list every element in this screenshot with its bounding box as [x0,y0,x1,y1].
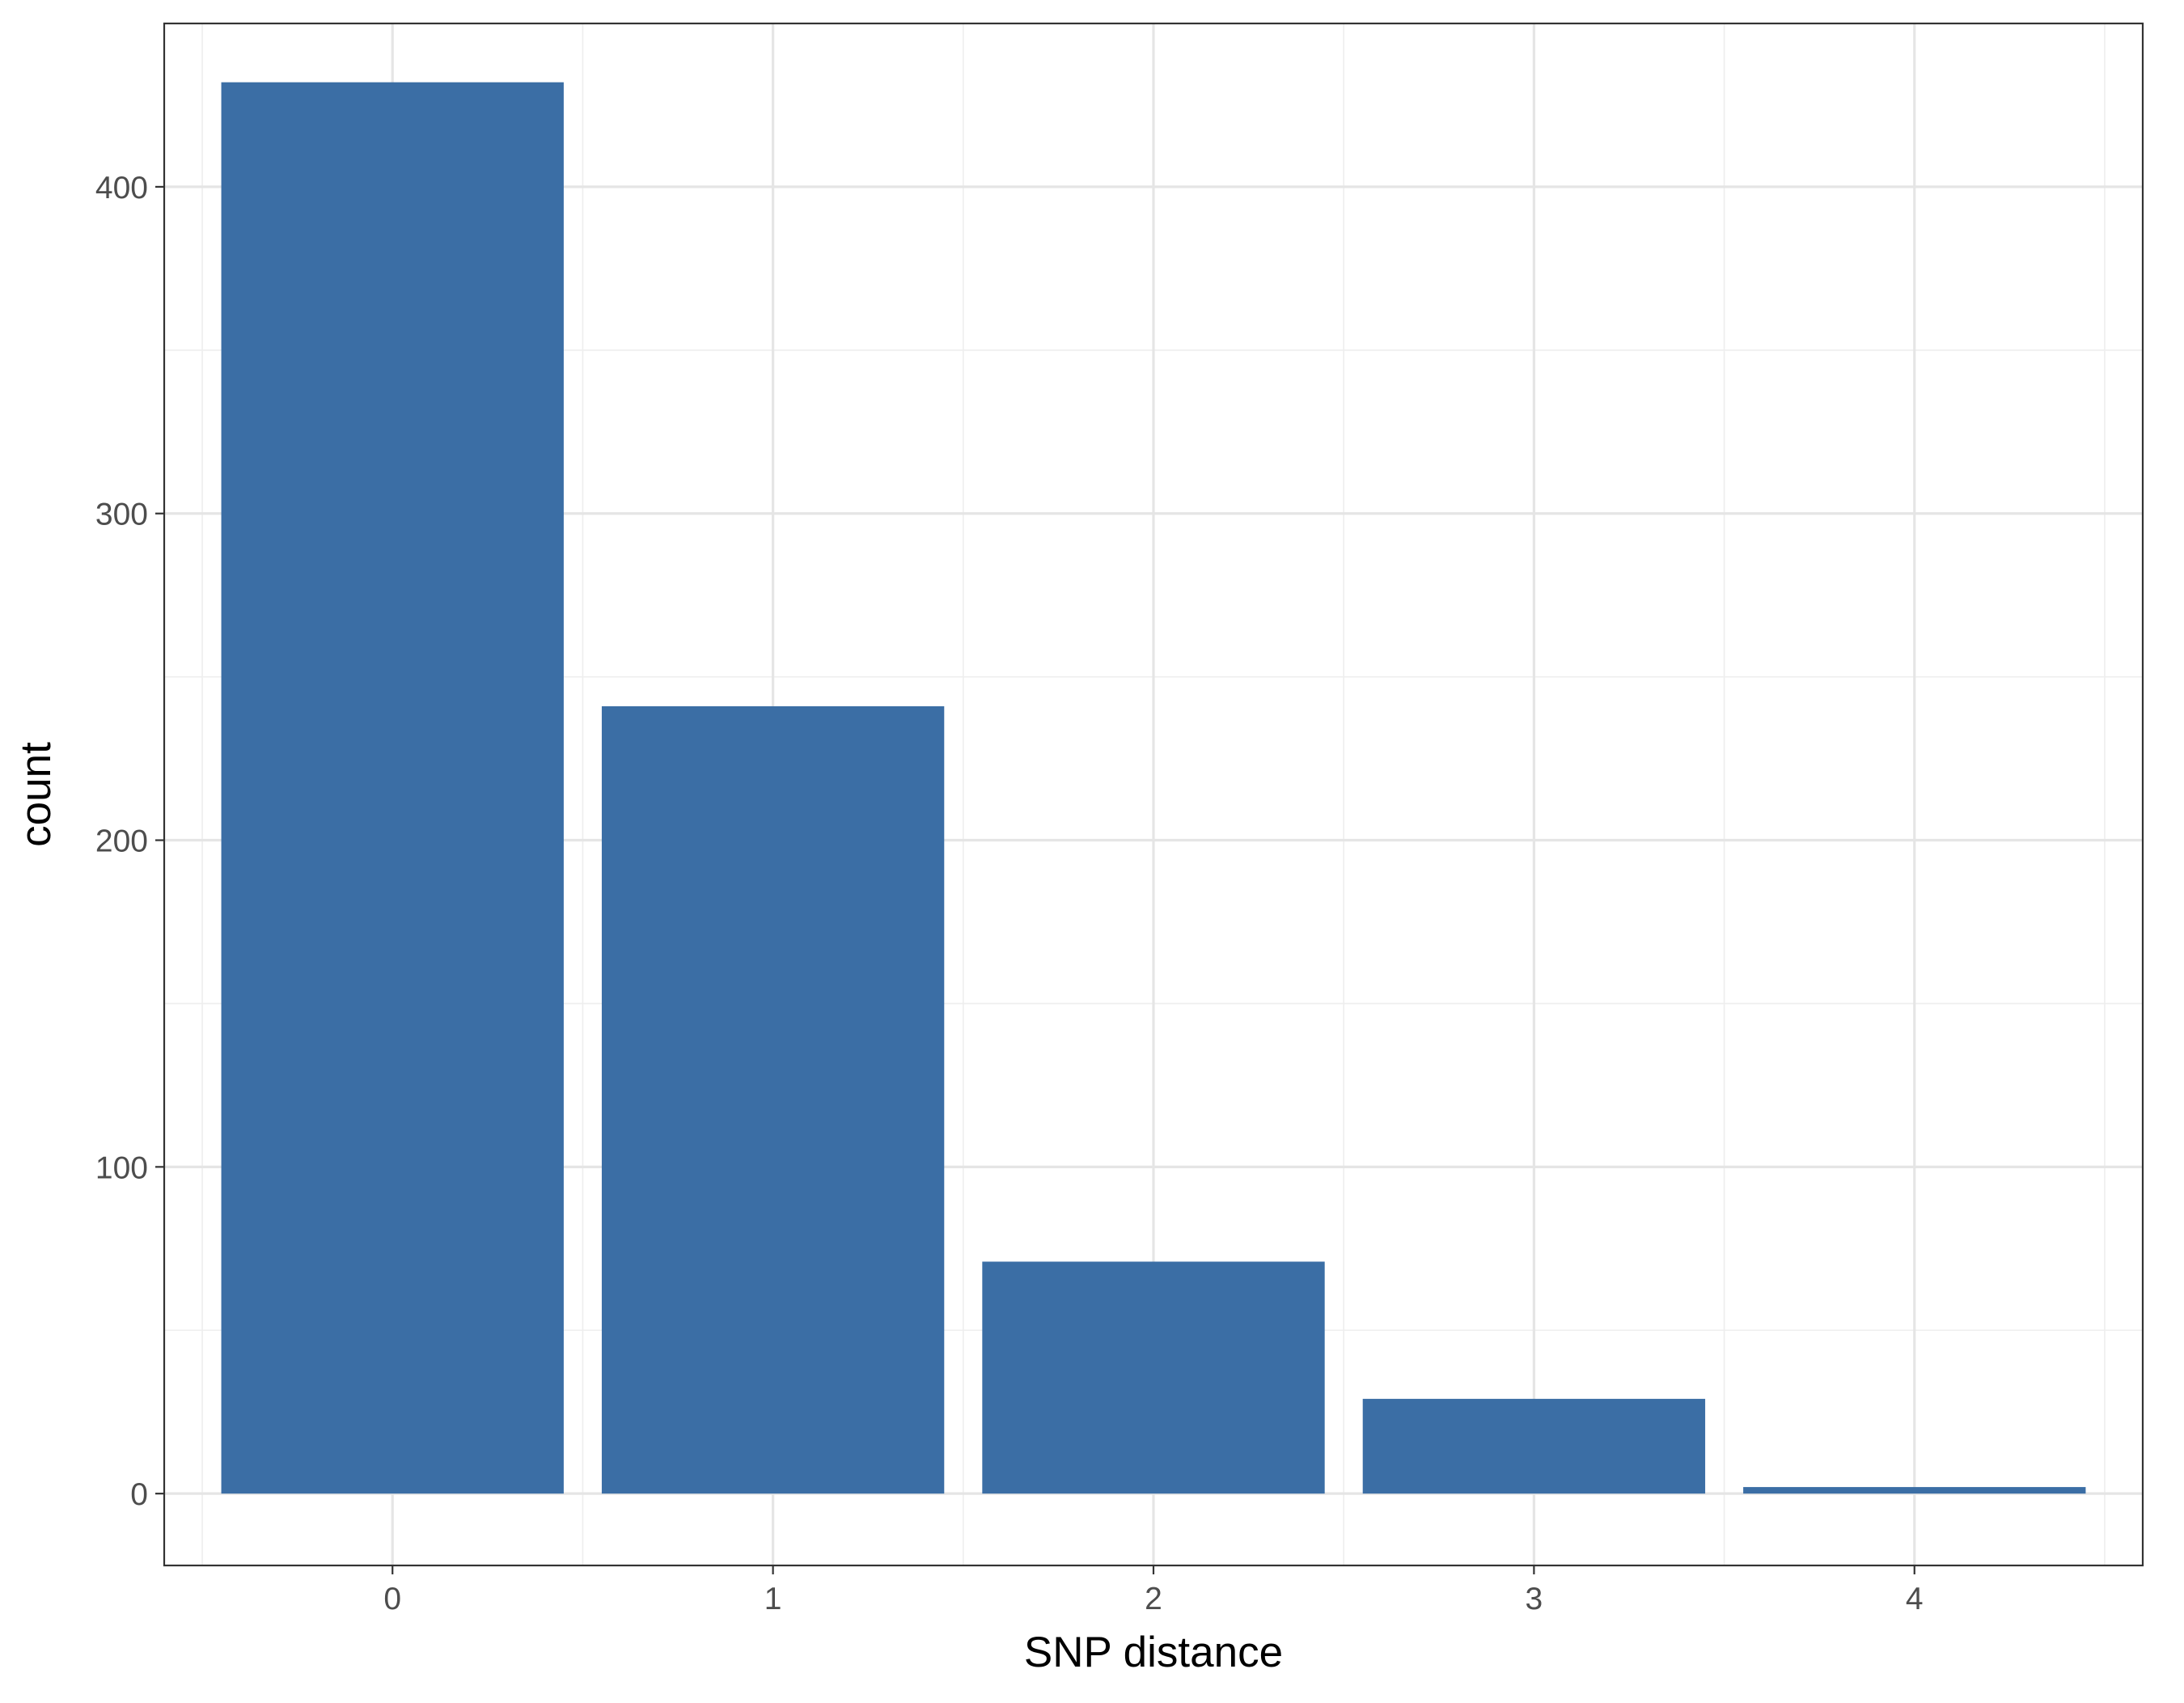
x-axis: 0 1 2 3 4 [383,1565,1924,1616]
x-axis-title: SNP distance [1024,1629,1283,1676]
x-tick-label: 2 [1145,1582,1162,1616]
y-tick-label: 100 [95,1150,148,1185]
bar-4 [1743,1487,2086,1494]
y-tick-label: 0 [130,1477,148,1512]
x-tick-label: 3 [1526,1582,1543,1616]
y-axis: 0 100 200 300 400 [95,171,164,1512]
bar-3 [1362,1399,1706,1494]
y-axis-title: count [12,742,60,847]
x-tick-label: 0 [383,1582,401,1616]
x-tick-label: 4 [1906,1582,1924,1616]
y-tick-label: 300 [95,498,148,532]
bar-1 [601,705,945,1494]
bar-0 [221,82,564,1494]
x-tick-label: 1 [764,1582,782,1616]
bar-series [221,82,2086,1494]
y-tick-label: 400 [95,171,148,205]
bar-2 [982,1261,1325,1494]
y-tick-label: 200 [95,824,148,859]
